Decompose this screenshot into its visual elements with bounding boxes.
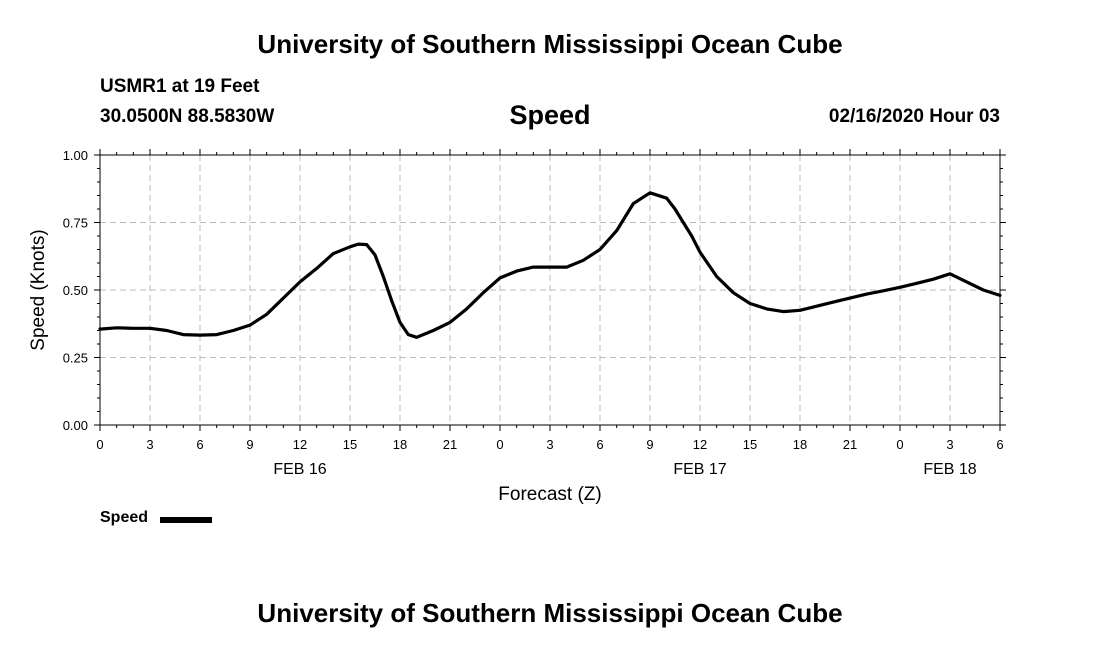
x-tick-label: 12 xyxy=(693,437,707,452)
y-axis-label: Speed (Knots) xyxy=(28,229,49,350)
x-tick-label: 0 xyxy=(96,437,103,452)
y-tick-label: 0.25 xyxy=(63,351,88,366)
x-tick-label: 0 xyxy=(896,437,903,452)
x-tick-label: 9 xyxy=(646,437,653,452)
date-label: FEB 17 xyxy=(673,461,726,478)
x-tick-label: 15 xyxy=(743,437,757,452)
x-tick-label: 9 xyxy=(246,437,253,452)
x-axis-label: Forecast (Z) xyxy=(498,484,601,505)
y-tick-label: 0.75 xyxy=(63,216,88,231)
legend-swatch xyxy=(160,517,212,523)
x-tick-label: 3 xyxy=(946,437,953,452)
y-tick-label: 1.00 xyxy=(63,148,88,163)
date-label: FEB 18 xyxy=(923,461,976,478)
x-tick-label: 6 xyxy=(596,437,603,452)
page-title: University of Southern Mississippi Ocean… xyxy=(257,29,843,59)
x-tick-label: 21 xyxy=(843,437,857,452)
x-tick-label: 15 xyxy=(343,437,357,452)
x-tick-label: 6 xyxy=(196,437,203,452)
footer-title: University of Southern Mississippi Ocean… xyxy=(257,598,843,628)
x-tick-label: 12 xyxy=(293,437,307,452)
x-tick-label: 18 xyxy=(393,437,407,452)
coordinates-label: 30.0500N 88.5830W xyxy=(100,106,275,127)
x-tick-label: 0 xyxy=(496,437,503,452)
timestamp-label: 02/16/2020 Hour 03 xyxy=(828,106,1000,127)
y-tick-label: 0.00 xyxy=(63,418,88,433)
x-tick-label: 3 xyxy=(546,437,553,452)
speed-series-line xyxy=(98,191,1002,339)
plot-frame xyxy=(99,154,1001,426)
x-tick-label: 6 xyxy=(996,437,1003,452)
date-label: FEB 16 xyxy=(273,461,326,478)
y-tick-label: 0.50 xyxy=(63,283,88,298)
chart-title: Speed xyxy=(509,100,591,130)
legend-label: Speed xyxy=(100,509,149,526)
station-label: USMR1 at 19 Feet xyxy=(100,76,260,97)
x-tick-label: 21 xyxy=(443,437,457,452)
x-tick-label: 18 xyxy=(793,437,807,452)
x-tick-label: 3 xyxy=(146,437,153,452)
